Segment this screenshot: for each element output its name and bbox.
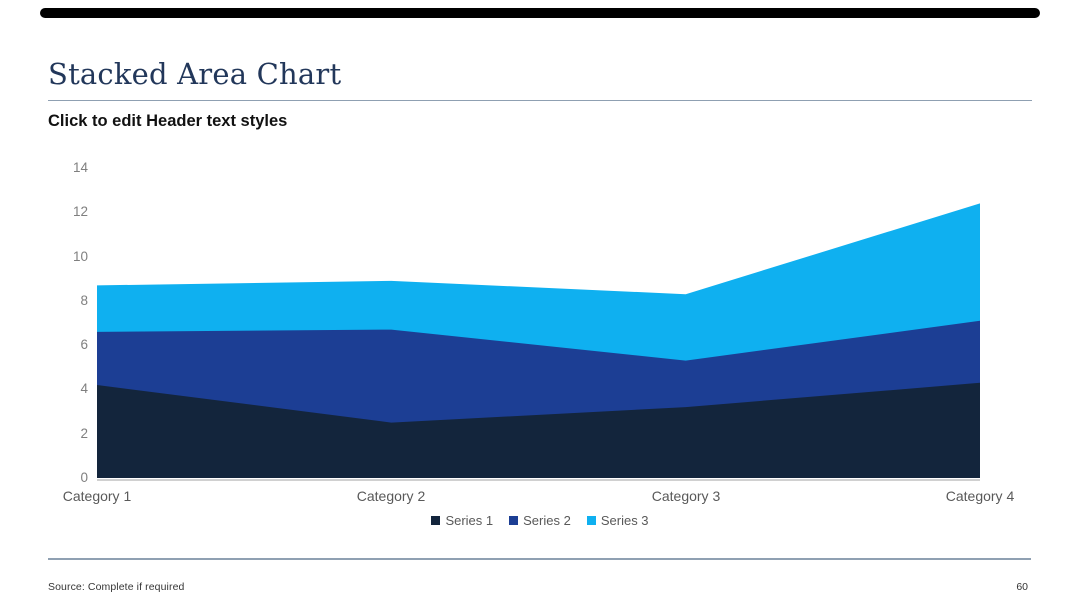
y-axis-tick-2: 2: [80, 426, 88, 441]
legend-item-series-2: Series 2: [509, 513, 571, 528]
footer-divider: [48, 558, 1031, 560]
y-axis-tick-4: 4: [80, 381, 88, 396]
top-accent-bar: [40, 8, 1040, 18]
page-number: 60: [1016, 581, 1028, 593]
x-axis-label-category-3: Category 3: [651, 488, 721, 504]
legend-item-series-3: Series 3: [586, 512, 649, 528]
series-1-swatch-icon: [431, 515, 441, 525]
legend-item-series-1: Series 1: [431, 513, 493, 528]
x-axis-label-category-4: Category 4: [945, 488, 1015, 504]
x-axis-label-category-2: Category 2: [356, 488, 426, 504]
x-axis-label-category-1: Category 1: [62, 488, 132, 504]
slide-title[interactable]: Stacked Area Chart: [48, 57, 342, 91]
title-divider: [48, 100, 1032, 101]
y-axis-tick-10: 10: [72, 249, 88, 264]
legend-label: Series 2: [523, 512, 571, 528]
y-axis-tick-8: 8: [80, 293, 88, 308]
chart-legend: Series 1 Series 2 Series 3: [0, 511, 1080, 529]
source-note: Source: Complete if required: [48, 581, 185, 593]
y-axis-tick-14: 14: [72, 160, 88, 175]
y-axis-tick-12: 12: [72, 204, 88, 219]
legend-label: Series 3: [600, 512, 649, 528]
y-axis-tick-0: 0: [80, 470, 88, 485]
header-text-placeholder[interactable]: Click to edit Header text styles: [48, 112, 288, 130]
legend-label: Series 1: [445, 512, 494, 528]
series-2-swatch-icon: [509, 515, 519, 525]
series-3-swatch-icon: [586, 515, 596, 525]
y-axis-tick-6: 6: [80, 337, 88, 352]
